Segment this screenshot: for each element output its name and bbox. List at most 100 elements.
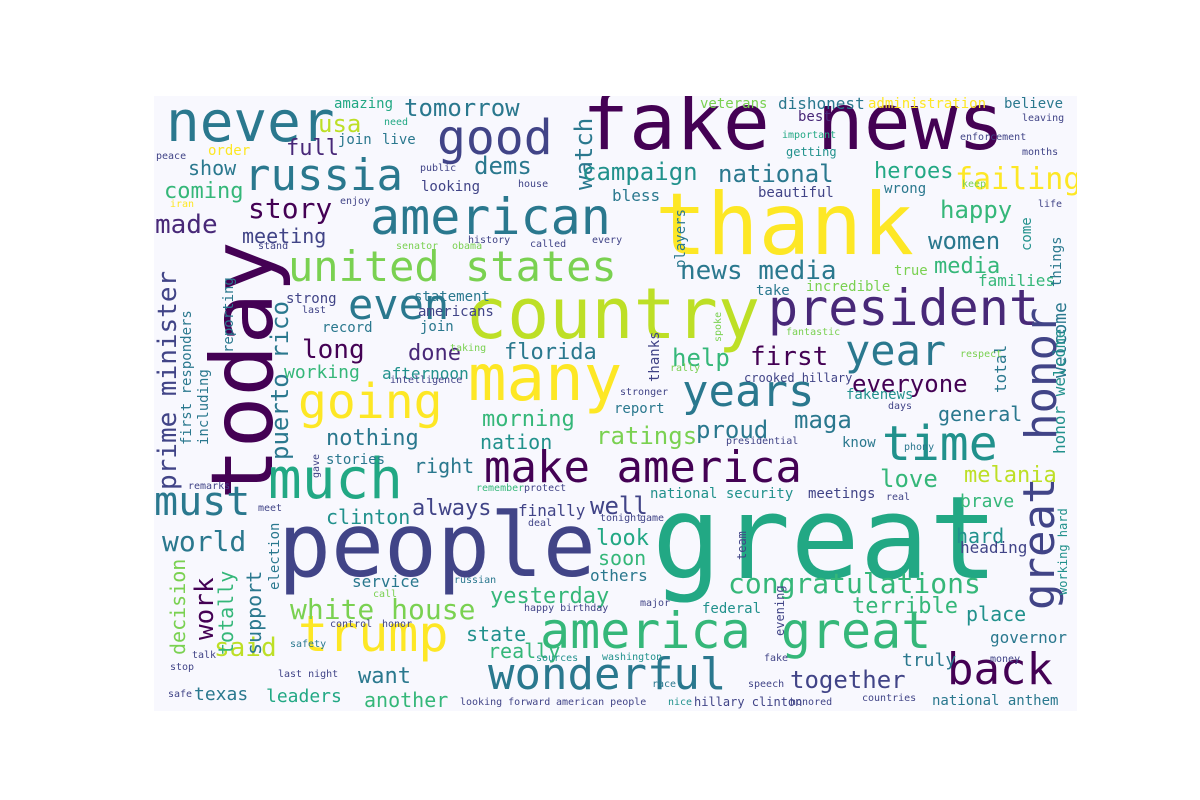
word-looking-forward: looking forward xyxy=(460,697,551,708)
word-white-house: white house xyxy=(290,593,476,626)
word-national-security: national security xyxy=(650,486,794,502)
word-reporting: reporting xyxy=(221,277,237,353)
word-honored: honored xyxy=(790,697,833,708)
word-happy-birthday: happy birthday xyxy=(524,603,609,614)
word-looking: looking xyxy=(421,179,481,195)
word-others: others xyxy=(590,566,648,585)
word-well: well xyxy=(590,492,648,520)
word-women: women xyxy=(928,227,1001,255)
word-full: full xyxy=(286,136,339,161)
word-race: race xyxy=(652,679,677,690)
word-real: real xyxy=(886,492,911,503)
word-years: years xyxy=(682,366,815,417)
word-leaders: leaders xyxy=(266,686,342,707)
word-even: even xyxy=(348,280,450,329)
word-finally: finally xyxy=(518,501,586,520)
word-dems: dems xyxy=(474,152,532,180)
word-love: love xyxy=(880,465,938,493)
word-state: state xyxy=(466,622,527,646)
word-stand: stand xyxy=(258,241,289,252)
word-dishonest: dishonest xyxy=(778,96,865,113)
word-protect: protect xyxy=(524,483,567,494)
word-another: another xyxy=(364,688,449,711)
word-decision: decision xyxy=(166,558,190,655)
word-honor: honor xyxy=(382,619,413,630)
word-game: game xyxy=(640,513,665,524)
word-great: great xyxy=(652,472,999,606)
word-hard: hard xyxy=(956,524,1005,548)
word-ratings: ratings xyxy=(596,422,698,450)
word-including: including xyxy=(196,369,212,445)
word-washington: washington xyxy=(602,652,663,663)
word-people: people xyxy=(278,494,596,597)
word-show: show xyxy=(188,156,237,180)
word-america-great: america great xyxy=(540,602,932,660)
word-evening: evening xyxy=(773,585,787,636)
word-iran: iran xyxy=(170,199,195,210)
word-every: every xyxy=(592,235,623,246)
word-obama: obama xyxy=(452,241,483,252)
word-history: history xyxy=(468,235,511,246)
word-enforcement: enforcement xyxy=(960,132,1027,143)
word-countries: countries xyxy=(862,693,917,704)
word-service: service xyxy=(352,572,420,591)
word-russia: russia xyxy=(244,150,403,201)
word-year: year xyxy=(845,326,947,375)
word-important: important xyxy=(782,130,837,141)
word-families: families xyxy=(978,271,1056,290)
word-together: together xyxy=(790,666,906,694)
word-report: report xyxy=(614,401,665,417)
word-live: live xyxy=(382,132,416,148)
word-place: place xyxy=(966,602,1027,626)
word-deal: deal xyxy=(528,518,553,529)
word-safety: safety xyxy=(290,639,327,650)
word-support: support xyxy=(242,570,266,655)
word-congratulations: congratulations xyxy=(728,567,981,600)
word-crooked-hillary: crooked hillary xyxy=(744,371,853,385)
word-stop: stop xyxy=(170,662,195,673)
word-first-responders: first responders xyxy=(179,310,195,445)
word-true: true xyxy=(894,263,928,279)
word-join: join xyxy=(338,132,372,148)
word-sources: sources xyxy=(536,653,579,664)
word-record: record xyxy=(322,320,373,336)
word-melania: melania xyxy=(964,463,1057,488)
word-working: working xyxy=(284,362,360,383)
word-prime-minister: prime minister xyxy=(154,270,183,490)
word-look: look xyxy=(596,526,649,551)
word-happy: happy xyxy=(940,196,1013,224)
word-peace: peace xyxy=(156,151,187,162)
word-federal: federal xyxy=(702,601,762,617)
word-bless: bless xyxy=(612,186,661,205)
word-getting: getting xyxy=(786,145,837,159)
word-house: house xyxy=(518,179,549,190)
word-tomorrow: tomorrow xyxy=(404,96,520,122)
word-strong: strong xyxy=(286,291,337,307)
word-help: help xyxy=(672,344,730,372)
word-public: public xyxy=(420,163,457,174)
word-safe: safe xyxy=(168,689,193,700)
word-stronger: stronger xyxy=(620,387,669,398)
word-soon: soon xyxy=(598,546,647,570)
word-best: best xyxy=(798,109,832,125)
word-need: need xyxy=(384,117,409,128)
word-governor: governor xyxy=(990,628,1068,647)
word-fake: fake xyxy=(764,653,789,664)
word-story: story xyxy=(248,192,333,225)
word-days: days xyxy=(888,401,913,412)
word-united-states: united states xyxy=(288,242,617,291)
word-gave: gave xyxy=(311,453,322,478)
word-fake-news: fake news xyxy=(582,96,1005,168)
word-come: come xyxy=(1019,217,1035,251)
word-said: said xyxy=(214,633,277,663)
word-order: order xyxy=(208,143,251,159)
word-yesterday: yesterday xyxy=(490,584,610,609)
word-back: back xyxy=(947,644,1053,695)
word-wrong: wrong xyxy=(884,181,927,197)
word-never: never xyxy=(166,96,335,155)
word-amazing: amazing xyxy=(334,96,394,112)
word-enjoy: enjoy xyxy=(340,196,371,207)
word-remember: remember xyxy=(476,483,525,494)
word-talk: talk xyxy=(192,650,217,661)
word-american: american xyxy=(370,188,611,246)
